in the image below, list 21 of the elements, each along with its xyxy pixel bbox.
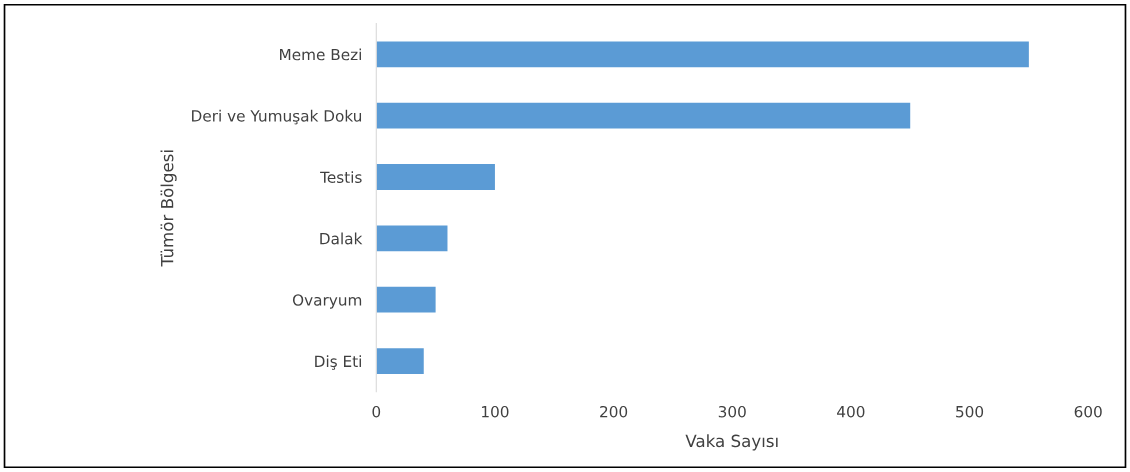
x-tick-label: 600 — [1074, 405, 1102, 418]
x-tick-label: 500 — [956, 405, 984, 418]
y-tick-label: Ovaryum — [292, 294, 362, 309]
bar — [376, 225, 448, 252]
y-tick-label: Diş Eti — [315, 355, 361, 370]
y-tick-label: Testis — [320, 171, 362, 184]
x-tick-label: 300 — [718, 405, 746, 418]
x-tick-label: 0 — [372, 405, 381, 418]
y-tick-label: Deri ve Yumuşak Doku — [192, 109, 362, 125]
y-axis-title: Tümör Bölgesi — [160, 150, 177, 267]
bar — [376, 41, 1029, 68]
y-tick-label: Dalak — [320, 232, 363, 245]
x-tick-label: 200 — [600, 405, 628, 418]
x-axis-title: Vaka Sayısı — [685, 434, 778, 451]
y-tick-label: Meme Bezi — [280, 48, 361, 61]
bar — [376, 102, 911, 129]
bar — [376, 286, 436, 313]
bar — [376, 348, 424, 374]
x-tick-label: 400 — [837, 405, 865, 418]
x-tick-label: 100 — [482, 405, 509, 418]
bar — [376, 164, 495, 190]
